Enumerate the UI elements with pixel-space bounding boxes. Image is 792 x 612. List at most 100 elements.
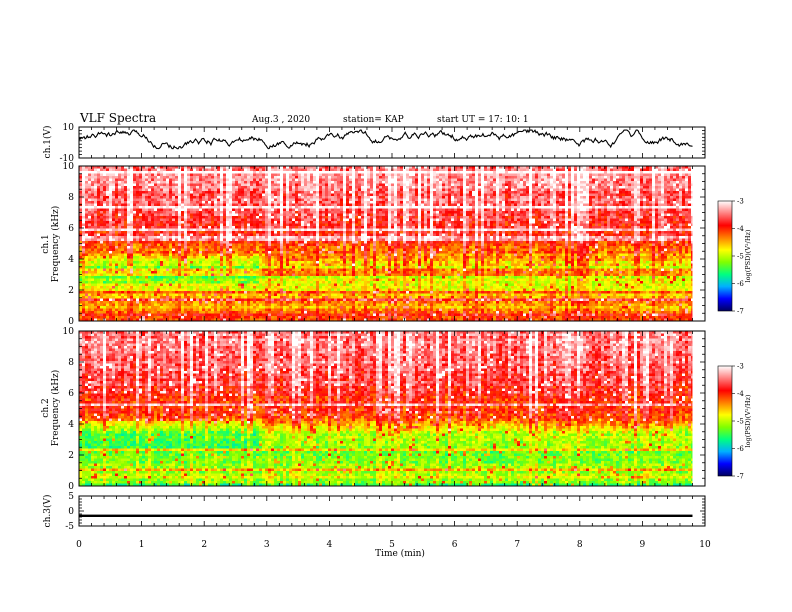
spectrogram-cell — [118, 179, 121, 182]
spectrogram-cell — [259, 204, 262, 207]
spectrogram-cell — [145, 201, 148, 204]
spectrogram-cell — [376, 199, 379, 202]
spectrogram-cell — [241, 184, 244, 187]
spectrogram-cell — [676, 224, 679, 227]
spectrogram-cell — [640, 204, 643, 207]
spectrogram-cell — [217, 191, 220, 194]
spectrogram-cell — [214, 184, 217, 187]
spectrogram-cell — [355, 216, 358, 219]
spectrogram-cell — [610, 216, 613, 219]
spectrogram-cell — [313, 204, 316, 207]
spectrogram-cell — [88, 219, 91, 222]
spectrogram-cell — [454, 226, 457, 229]
spectrogram-cell — [121, 179, 124, 182]
spectrogram-cell — [223, 224, 226, 227]
spectrogram-cell — [310, 209, 313, 212]
spectrogram-cell — [502, 196, 505, 199]
spectrogram-cell — [547, 226, 550, 229]
spectrogram-cell — [100, 176, 103, 179]
spectrogram-cell — [385, 179, 388, 182]
spectrogram-cell — [310, 199, 313, 202]
spectrogram-cell — [472, 214, 475, 217]
spectrogram-cell — [562, 184, 565, 187]
spectrogram-cell — [241, 224, 244, 227]
spectrogram-cell — [562, 174, 565, 177]
spectrogram-cell — [475, 196, 478, 199]
spectrogram-cell — [457, 191, 460, 194]
spectrogram-cell — [598, 221, 601, 224]
spectrogram-cell — [331, 209, 334, 212]
spectrogram-cell — [403, 214, 406, 217]
spectrogram-cell — [82, 189, 85, 192]
spectrogram-cell — [406, 186, 409, 189]
spectrogram-cell — [103, 209, 106, 212]
spectrogram-cell — [637, 196, 640, 199]
spectrogram-cell — [91, 174, 94, 177]
spectrogram-cell — [337, 174, 340, 177]
spectrogram-cell — [568, 176, 571, 179]
spectrogram-cell — [652, 191, 655, 194]
spectrogram-cell — [394, 191, 397, 194]
spectrogram-cell — [406, 209, 409, 212]
spectrogram-cell — [274, 179, 277, 182]
spectrogram-cell — [391, 216, 394, 219]
spectrogram-cell — [355, 209, 358, 212]
spectrogram-cell — [418, 171, 427, 174]
spectrogram-cell — [520, 181, 523, 184]
spectrogram-cell — [310, 181, 313, 184]
spectrogram-cell — [292, 206, 295, 209]
spectrogram-cell — [634, 201, 637, 204]
spectrogram-cell — [352, 199, 355, 202]
spectrogram-cell — [418, 209, 421, 212]
spectrogram-cell — [319, 226, 322, 229]
spectrogram-cell — [292, 209, 295, 212]
spectrogram-cell — [610, 196, 613, 199]
spectrogram-cell — [358, 179, 361, 182]
spectrogram-cell — [181, 219, 184, 222]
spectrogram-cell — [532, 191, 535, 194]
spectrogram-cell — [457, 186, 460, 189]
spectrogram-cell — [334, 169, 337, 172]
spectrogram-cell — [334, 204, 337, 207]
spectrogram-cell — [556, 191, 559, 194]
spectrogram-cell — [283, 201, 286, 204]
spectrogram-cell — [622, 224, 625, 227]
spectrogram-cell — [88, 201, 91, 204]
spectrogram-cell — [190, 179, 193, 182]
spectrogram-cell — [424, 186, 427, 189]
spectrogram-cell — [466, 204, 469, 207]
spectrogram-cell — [646, 224, 649, 227]
spectrogram-cell — [505, 179, 508, 182]
spectrogram-cell — [160, 171, 163, 174]
spectrogram-cell — [424, 219, 427, 222]
spectrogram-cell — [511, 214, 514, 217]
spectrogram-cell — [403, 219, 406, 222]
spectrogram-cell — [268, 219, 271, 222]
spectrogram-cell — [379, 179, 382, 182]
spectrogram-cell — [229, 211, 232, 214]
spectrogram-cell — [637, 204, 640, 207]
spectrogram-cell — [325, 179, 328, 182]
spectrogram-cell — [94, 174, 97, 177]
spectrogram-cell — [430, 226, 433, 229]
spectrogram-cell — [556, 186, 559, 189]
spectrogram-cell — [223, 211, 226, 214]
spectrogram-cell — [139, 214, 142, 217]
spectrogram-cell — [226, 226, 229, 229]
spectrogram-cell — [178, 204, 181, 207]
spectrogram-cell — [544, 216, 547, 219]
spectrogram-cell — [469, 199, 472, 202]
spectrogram-cell — [244, 204, 247, 207]
spectrogram-cell — [349, 219, 352, 222]
spectrogram-cell — [148, 204, 151, 207]
spectrogram-cell — [91, 176, 94, 179]
spectrogram-cell — [322, 226, 325, 229]
spectrogram-cell — [385, 174, 388, 177]
spectrogram-cell — [667, 196, 670, 199]
spectrogram-cell — [463, 224, 466, 227]
spectrogram-cell — [487, 169, 490, 172]
spectrogram-cell — [595, 211, 598, 214]
spectrogram-cell — [151, 226, 154, 229]
spectrogram-cell — [379, 211, 382, 214]
spectrogram-cell — [100, 186, 103, 189]
